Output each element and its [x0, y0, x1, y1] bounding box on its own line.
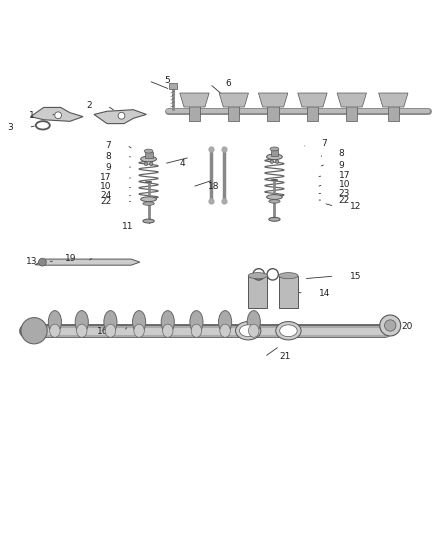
- Text: 20: 20: [401, 322, 413, 332]
- Ellipse shape: [267, 195, 282, 199]
- Bar: [169, 83, 177, 89]
- Ellipse shape: [163, 324, 173, 337]
- Text: 19: 19: [65, 254, 76, 263]
- Ellipse shape: [270, 147, 279, 151]
- Ellipse shape: [280, 325, 297, 337]
- Ellipse shape: [218, 311, 232, 333]
- Ellipse shape: [143, 202, 154, 205]
- Bar: [346, 102, 357, 121]
- Circle shape: [21, 318, 47, 344]
- Text: 7: 7: [106, 141, 111, 150]
- Ellipse shape: [149, 162, 153, 166]
- Ellipse shape: [267, 154, 282, 160]
- Ellipse shape: [249, 324, 259, 337]
- Ellipse shape: [270, 160, 274, 164]
- Polygon shape: [337, 93, 367, 107]
- Circle shape: [380, 315, 401, 336]
- Bar: [307, 102, 318, 121]
- Ellipse shape: [161, 311, 174, 333]
- Text: 1: 1: [29, 111, 35, 120]
- Text: 13: 13: [26, 257, 37, 266]
- Ellipse shape: [276, 321, 301, 340]
- Ellipse shape: [143, 219, 154, 223]
- Ellipse shape: [269, 217, 280, 221]
- Text: 8: 8: [106, 152, 111, 161]
- Bar: [145, 152, 153, 158]
- Text: 8: 8: [339, 149, 344, 158]
- Text: 21: 21: [280, 352, 291, 361]
- Text: 9: 9: [106, 163, 111, 172]
- Polygon shape: [180, 93, 209, 107]
- Polygon shape: [31, 108, 83, 122]
- Text: 11: 11: [122, 222, 133, 231]
- Ellipse shape: [75, 311, 88, 333]
- Polygon shape: [219, 93, 249, 107]
- Polygon shape: [258, 93, 288, 107]
- Bar: [388, 102, 399, 121]
- Ellipse shape: [104, 311, 117, 333]
- Ellipse shape: [275, 160, 279, 164]
- Text: 17: 17: [339, 171, 350, 180]
- Ellipse shape: [269, 200, 280, 203]
- Text: 10: 10: [339, 180, 350, 189]
- Bar: [267, 102, 279, 121]
- Ellipse shape: [279, 272, 298, 279]
- Circle shape: [38, 258, 46, 266]
- Ellipse shape: [144, 149, 153, 153]
- Ellipse shape: [49, 311, 62, 333]
- Polygon shape: [298, 93, 327, 107]
- Ellipse shape: [134, 324, 144, 337]
- Text: 9: 9: [339, 160, 344, 169]
- Text: 12: 12: [350, 201, 361, 211]
- Circle shape: [55, 112, 62, 119]
- Bar: [279, 276, 298, 309]
- Circle shape: [385, 320, 396, 331]
- Bar: [189, 102, 200, 121]
- Text: 4: 4: [179, 159, 185, 168]
- Ellipse shape: [144, 162, 148, 166]
- Ellipse shape: [50, 324, 60, 337]
- Ellipse shape: [248, 272, 267, 279]
- Text: 10: 10: [100, 182, 111, 191]
- Text: 6: 6: [225, 79, 231, 88]
- Text: 24: 24: [100, 191, 111, 200]
- Bar: [228, 102, 239, 121]
- Ellipse shape: [76, 324, 87, 337]
- Ellipse shape: [141, 197, 156, 201]
- Text: 2: 2: [86, 101, 92, 110]
- Text: 7: 7: [321, 139, 327, 148]
- Polygon shape: [94, 110, 146, 124]
- Ellipse shape: [220, 324, 230, 337]
- Ellipse shape: [190, 311, 203, 333]
- Ellipse shape: [247, 311, 260, 333]
- Text: 16: 16: [97, 327, 108, 336]
- Text: 5: 5: [164, 76, 170, 85]
- Ellipse shape: [132, 311, 146, 333]
- Polygon shape: [378, 93, 408, 107]
- Ellipse shape: [105, 324, 116, 337]
- Text: 18: 18: [208, 182, 219, 191]
- Ellipse shape: [141, 156, 156, 162]
- Text: 17: 17: [100, 173, 111, 182]
- Ellipse shape: [236, 321, 261, 340]
- Text: 14: 14: [319, 289, 330, 298]
- Text: 22: 22: [100, 197, 111, 206]
- Text: 15: 15: [350, 272, 361, 280]
- Text: 23: 23: [339, 189, 350, 198]
- Circle shape: [118, 112, 125, 119]
- Polygon shape: [35, 259, 140, 265]
- Ellipse shape: [191, 324, 201, 337]
- Bar: [248, 276, 267, 309]
- Text: 3: 3: [7, 123, 13, 132]
- Ellipse shape: [239, 325, 257, 337]
- Text: 22: 22: [339, 196, 350, 205]
- Bar: [271, 150, 278, 156]
